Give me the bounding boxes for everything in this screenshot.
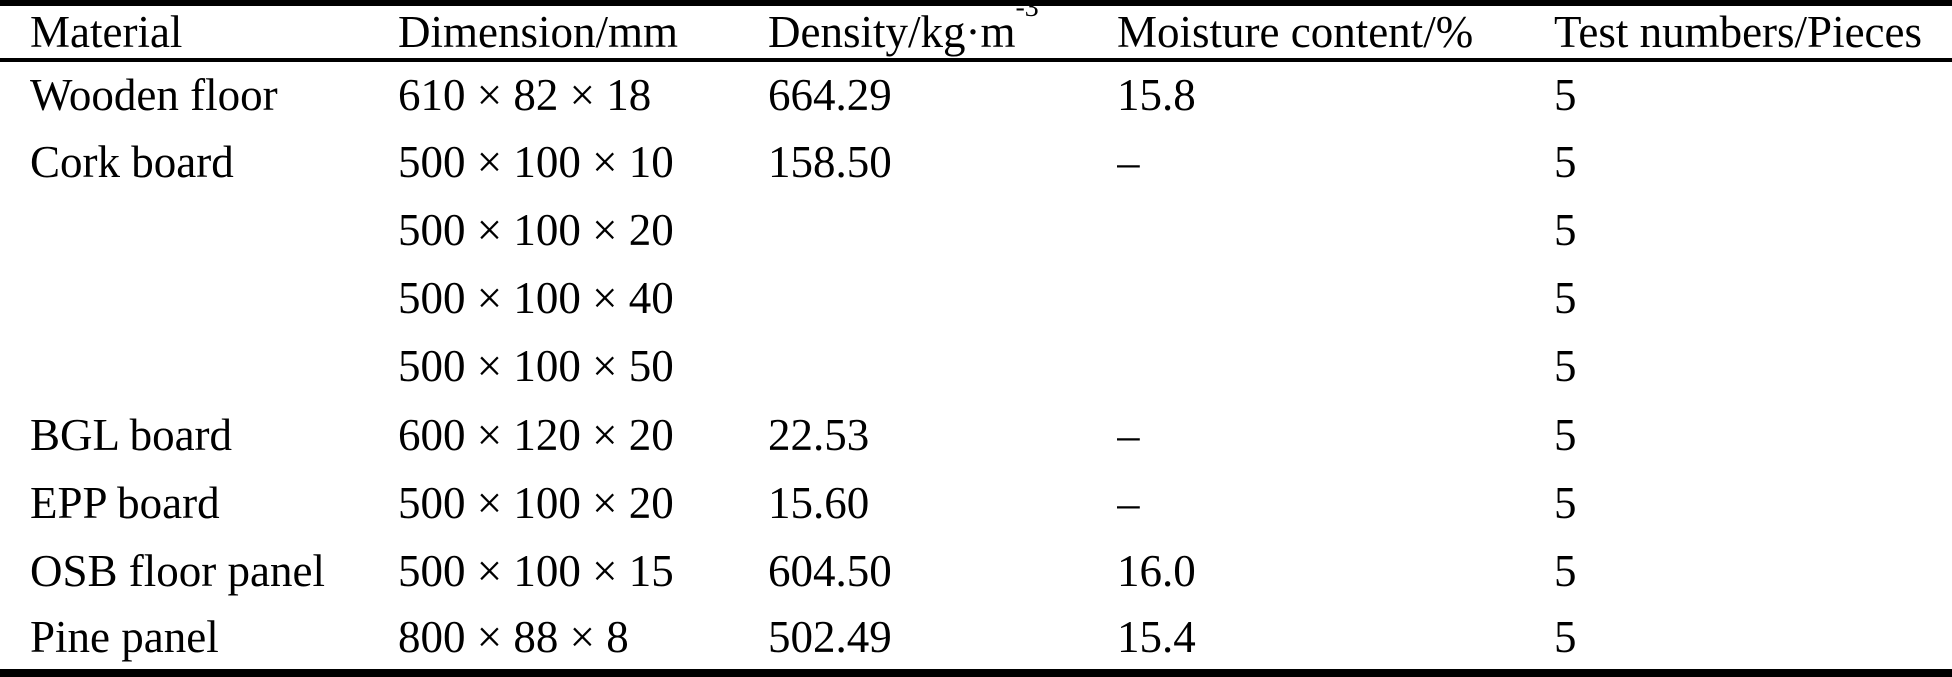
table-row: 500 × 100 × 40 5	[0, 264, 1952, 332]
column-header-material: Material	[30, 7, 183, 57]
table-row: EPP board 500 × 100 × 20 15.60 – 5	[0, 469, 1952, 537]
cell-moisture: 15.8	[1117, 70, 1196, 121]
density-unit-label: Density/kg·m	[768, 7, 1016, 57]
cell-material	[0, 196, 398, 264]
cell-density	[768, 196, 1117, 264]
cell-dimension: 500 × 100 × 20	[398, 477, 674, 528]
column-header-density: Density/kg·m-3	[768, 3, 1117, 60]
cell-moisture: –	[1117, 477, 1140, 528]
cell-density: 604.50	[768, 545, 892, 596]
cell-dimension: 610 × 82 × 18	[398, 70, 652, 121]
cell-material: Cork board	[30, 137, 234, 188]
cell-density	[768, 332, 1117, 400]
cell-test-numbers: 5	[1554, 611, 1577, 662]
cell-material: Pine panel	[30, 611, 219, 662]
column-header-test-numbers: Test numbers/Pieces	[1554, 7, 1923, 57]
cell-moisture	[1117, 196, 1554, 264]
cell-test-numbers: 5	[1554, 545, 1577, 596]
column-header-dimension: Dimension/mm	[398, 7, 678, 57]
cell-moisture	[1117, 264, 1554, 332]
cell-density: 664.29	[768, 70, 892, 121]
cell-moisture: 15.4	[1117, 611, 1196, 662]
cell-test-numbers: 5	[1554, 70, 1577, 121]
cell-moisture	[1117, 332, 1554, 400]
cell-moisture: 16.0	[1117, 545, 1196, 596]
table-row: Wooden floor 610 × 82 × 18 664.29 15.8 5	[0, 60, 1952, 128]
cell-dimension: 500 × 100 × 15	[398, 545, 674, 596]
cell-test-numbers: 5	[1554, 477, 1577, 528]
cell-density: 502.49	[768, 611, 892, 662]
table-row: Cork board 500 × 100 × 10 158.50 – 5	[0, 128, 1952, 196]
cell-dimension: 500 × 100 × 10	[398, 137, 674, 188]
cell-dimension: 500 × 100 × 40	[398, 273, 674, 324]
table-row: 500 × 100 × 20 5	[0, 196, 1952, 264]
table-row: BGL board 600 × 120 × 20 22.53 – 5	[0, 401, 1952, 469]
cell-test-numbers: 5	[1554, 137, 1577, 188]
column-header-moisture: Moisture content/%	[1117, 7, 1474, 57]
cell-test-numbers: 5	[1554, 205, 1577, 256]
density-unit-exponent: -3	[1015, 3, 1039, 23]
cell-material	[0, 264, 398, 332]
cell-material: EPP board	[30, 477, 220, 528]
table-row: Pine panel 800 × 88 × 8 502.49 15.4 5	[0, 605, 1952, 673]
cell-density	[768, 264, 1117, 332]
cell-test-numbers: 5	[1554, 341, 1577, 392]
table-row: OSB floor panel 500 × 100 × 15 604.50 16…	[0, 537, 1952, 605]
cell-dimension: 600 × 120 × 20	[398, 409, 674, 460]
cell-dimension: 800 × 88 × 8	[398, 611, 629, 662]
header-row: Material Dimension/mm Density/kg·m-3 Moi…	[0, 3, 1952, 60]
cell-material: OSB floor panel	[30, 545, 325, 596]
cell-material: BGL board	[30, 409, 233, 460]
cell-material: Wooden floor	[30, 70, 278, 121]
cell-moisture: –	[1117, 137, 1140, 188]
cell-material	[0, 332, 398, 400]
table-row: 500 × 100 × 50 5	[0, 332, 1952, 400]
cell-test-numbers: 5	[1554, 409, 1577, 460]
cell-dimension: 500 × 100 × 50	[398, 341, 674, 392]
cell-moisture: –	[1117, 409, 1140, 460]
cell-dimension: 500 × 100 × 20	[398, 205, 674, 256]
cell-density: 158.50	[768, 137, 892, 188]
cell-density: 22.53	[768, 409, 870, 460]
cell-test-numbers: 5	[1554, 273, 1577, 324]
cell-density: 15.60	[768, 477, 870, 528]
